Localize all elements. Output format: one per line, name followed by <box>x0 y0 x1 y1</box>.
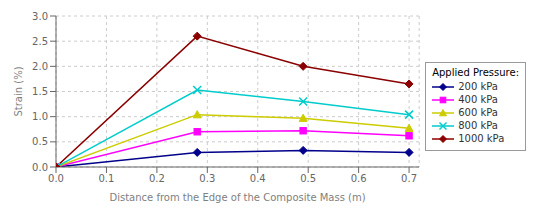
html-text:400 kPa: 400 kPa <box>458 94 498 105</box>
svg-text:1.5: 1.5 <box>32 86 48 97</box>
svg-text:0.1: 0.1 <box>98 173 114 184</box>
svg-text:Distance from the Edge of the: Distance from the Edge of the Composite … <box>110 192 366 203</box>
svg-text:0.5: 0.5 <box>32 136 48 147</box>
svg-text:Strain (%): Strain (%) <box>13 66 24 116</box>
svg-text:0.3: 0.3 <box>199 173 215 184</box>
svg-text:2.5: 2.5 <box>32 36 48 47</box>
svg-text:0.5: 0.5 <box>300 173 316 184</box>
html-text:200 kPa: 200 kPa <box>458 81 498 92</box>
html-text:600 kPa: 600 kPa <box>458 107 498 118</box>
svg-text:1.0: 1.0 <box>32 111 48 122</box>
html-text:Applied Pressure:: Applied Pressure: <box>432 67 519 78</box>
svg-text:3.0: 3.0 <box>32 11 48 22</box>
svg-text:0.6: 0.6 <box>351 173 367 184</box>
svg-text:2.0: 2.0 <box>32 61 48 72</box>
svg-text:0.4: 0.4 <box>250 173 266 184</box>
svg-text:0.0: 0.0 <box>32 162 48 173</box>
html-text:1000 kPa: 1000 kPa <box>458 133 505 144</box>
svg-text:0.2: 0.2 <box>149 173 165 184</box>
svg-text:0.0: 0.0 <box>48 173 64 184</box>
html-text:800 kPa: 800 kPa <box>458 120 498 131</box>
svg-text:0.7: 0.7 <box>401 173 417 184</box>
